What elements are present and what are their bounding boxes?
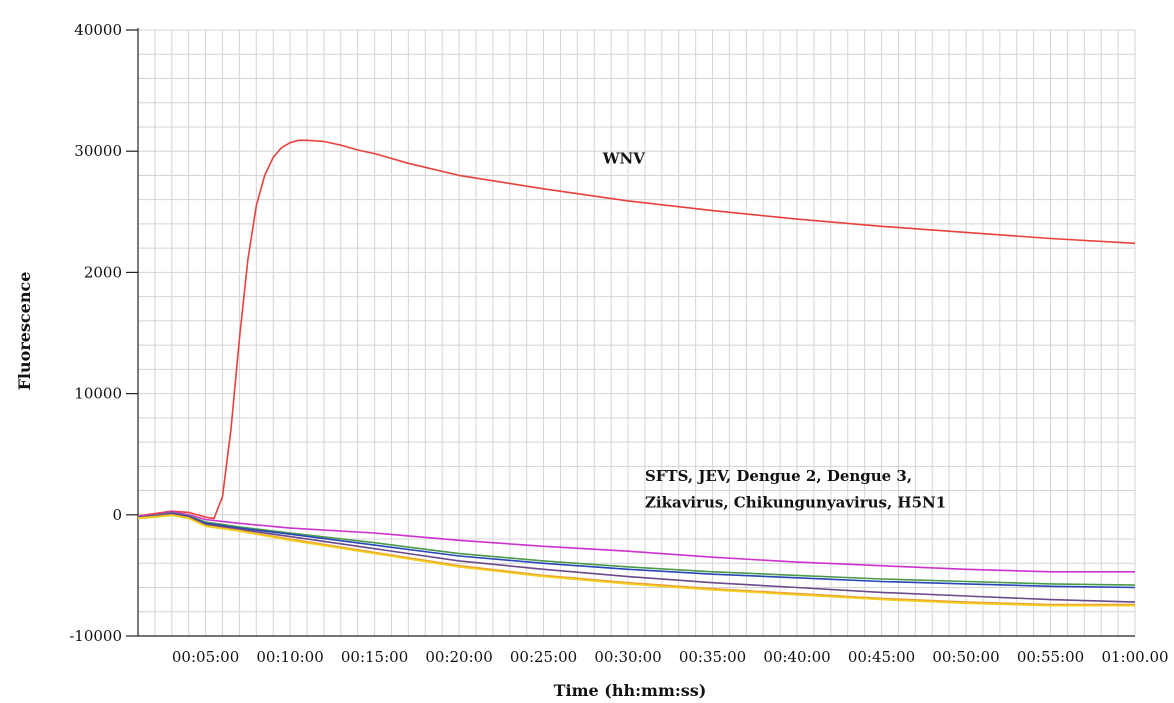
x-tick-label: 01:00.00 bbox=[1101, 648, 1168, 666]
series-line-2 bbox=[137, 511, 1135, 573]
series-annotation: WNV bbox=[602, 149, 646, 167]
y-tick-label: 30000 bbox=[74, 142, 122, 160]
tick-labels: -10000 0 10000 2000 30000 40000 00:05:00 00:10:… bbox=[69, 21, 1168, 666]
y-tick-label: 0 bbox=[112, 506, 122, 524]
x-tick-label: 00:30:00 bbox=[594, 648, 661, 666]
annotations: WNV SFTS, JEV, Dengue 2, Dengue 3, Zikavir… bbox=[602, 149, 946, 511]
y-axis-title: Fluorescence bbox=[15, 272, 34, 391]
series-annotation: SFTS, JEV, Dengue 2, Dengue 3, bbox=[645, 467, 912, 485]
x-tick-label: 00:55:00 bbox=[1017, 648, 1084, 666]
x-tick-label: 00:50:00 bbox=[932, 648, 999, 666]
x-tick-label: 00:05:00 bbox=[172, 648, 239, 666]
x-tick-label: 00:25:00 bbox=[510, 648, 577, 666]
grid bbox=[137, 29, 1136, 637]
y-tick-label: 40000 bbox=[74, 21, 122, 39]
x-tick-label: 00:40:00 bbox=[763, 648, 830, 666]
x-tick-label: 00:20:00 bbox=[425, 648, 492, 666]
x-tick-label: 00:10:00 bbox=[256, 648, 323, 666]
y-tick-label: 2000 bbox=[84, 263, 122, 281]
series-line-1 bbox=[137, 139, 1136, 520]
series-line-7 bbox=[137, 514, 1135, 607]
x-tick-label: 00:45:00 bbox=[848, 648, 915, 666]
y-tick-label: 10000 bbox=[74, 385, 122, 403]
x-tick-label: 00:15:00 bbox=[341, 648, 408, 666]
x-tick-label: 00:35:00 bbox=[679, 648, 746, 666]
axes bbox=[126, 28, 1135, 637]
series-annotation: Zikavirus, Chikungunyavirus, H5N1 bbox=[645, 494, 946, 512]
series-line-3 bbox=[137, 512, 1136, 586]
y-tick-label: -10000 bbox=[69, 627, 122, 645]
x-axis-title: Time (hh:mm:ss) bbox=[554, 681, 707, 700]
series-lines bbox=[137, 139, 1136, 607]
